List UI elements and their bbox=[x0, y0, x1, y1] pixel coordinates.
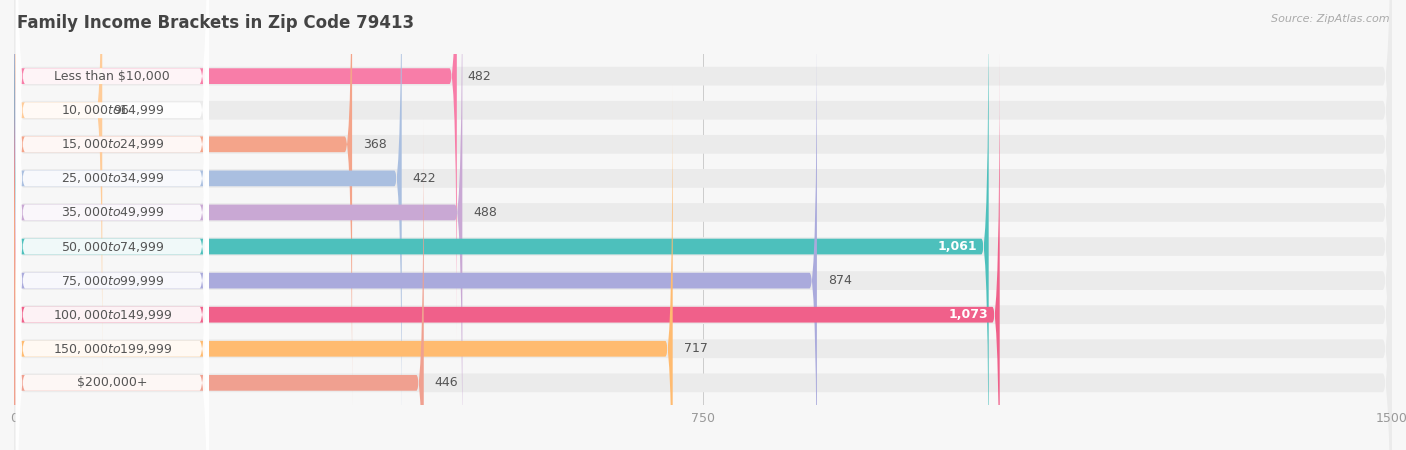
Text: Less than $10,000: Less than $10,000 bbox=[55, 70, 170, 83]
FancyBboxPatch shape bbox=[15, 0, 209, 409]
Text: 482: 482 bbox=[468, 70, 492, 83]
FancyBboxPatch shape bbox=[14, 0, 988, 450]
FancyBboxPatch shape bbox=[14, 51, 1392, 450]
Text: $25,000 to $34,999: $25,000 to $34,999 bbox=[60, 171, 165, 185]
FancyBboxPatch shape bbox=[15, 0, 209, 450]
Text: 488: 488 bbox=[474, 206, 498, 219]
FancyBboxPatch shape bbox=[15, 50, 209, 450]
Text: 422: 422 bbox=[413, 172, 436, 185]
FancyBboxPatch shape bbox=[14, 0, 1392, 450]
Text: 96: 96 bbox=[114, 104, 129, 117]
FancyBboxPatch shape bbox=[15, 0, 209, 450]
FancyBboxPatch shape bbox=[14, 0, 352, 409]
FancyBboxPatch shape bbox=[15, 0, 209, 443]
Text: Family Income Brackets in Zip Code 79413: Family Income Brackets in Zip Code 79413 bbox=[17, 14, 413, 32]
FancyBboxPatch shape bbox=[14, 0, 1392, 450]
Text: $200,000+: $200,000+ bbox=[77, 376, 148, 389]
Text: 874: 874 bbox=[828, 274, 852, 287]
Text: $50,000 to $74,999: $50,000 to $74,999 bbox=[60, 239, 165, 253]
FancyBboxPatch shape bbox=[14, 118, 423, 450]
Text: $150,000 to $199,999: $150,000 to $199,999 bbox=[52, 342, 172, 356]
FancyBboxPatch shape bbox=[14, 0, 1392, 408]
FancyBboxPatch shape bbox=[14, 50, 1000, 450]
FancyBboxPatch shape bbox=[14, 0, 1392, 450]
Text: Source: ZipAtlas.com: Source: ZipAtlas.com bbox=[1271, 14, 1389, 23]
FancyBboxPatch shape bbox=[15, 16, 209, 450]
Text: $35,000 to $49,999: $35,000 to $49,999 bbox=[60, 206, 165, 220]
FancyBboxPatch shape bbox=[14, 0, 457, 341]
FancyBboxPatch shape bbox=[14, 0, 1392, 450]
Text: 1,061: 1,061 bbox=[938, 240, 977, 253]
FancyBboxPatch shape bbox=[15, 0, 209, 450]
FancyBboxPatch shape bbox=[14, 18, 1392, 450]
Text: 717: 717 bbox=[683, 342, 707, 355]
Text: $15,000 to $24,999: $15,000 to $24,999 bbox=[60, 137, 165, 151]
Text: $100,000 to $149,999: $100,000 to $149,999 bbox=[52, 308, 172, 322]
FancyBboxPatch shape bbox=[14, 0, 1392, 450]
Text: 1,073: 1,073 bbox=[949, 308, 988, 321]
FancyBboxPatch shape bbox=[14, 0, 103, 375]
FancyBboxPatch shape bbox=[14, 0, 402, 443]
FancyBboxPatch shape bbox=[15, 0, 209, 450]
Text: $75,000 to $99,999: $75,000 to $99,999 bbox=[60, 274, 165, 288]
FancyBboxPatch shape bbox=[14, 0, 463, 450]
FancyBboxPatch shape bbox=[14, 84, 672, 450]
Text: $10,000 to $14,999: $10,000 to $14,999 bbox=[60, 103, 165, 117]
FancyBboxPatch shape bbox=[14, 0, 1392, 450]
Text: 446: 446 bbox=[434, 376, 458, 389]
FancyBboxPatch shape bbox=[14, 0, 1392, 441]
FancyBboxPatch shape bbox=[15, 0, 209, 450]
FancyBboxPatch shape bbox=[15, 0, 209, 450]
Text: 368: 368 bbox=[363, 138, 387, 151]
FancyBboxPatch shape bbox=[14, 16, 817, 450]
